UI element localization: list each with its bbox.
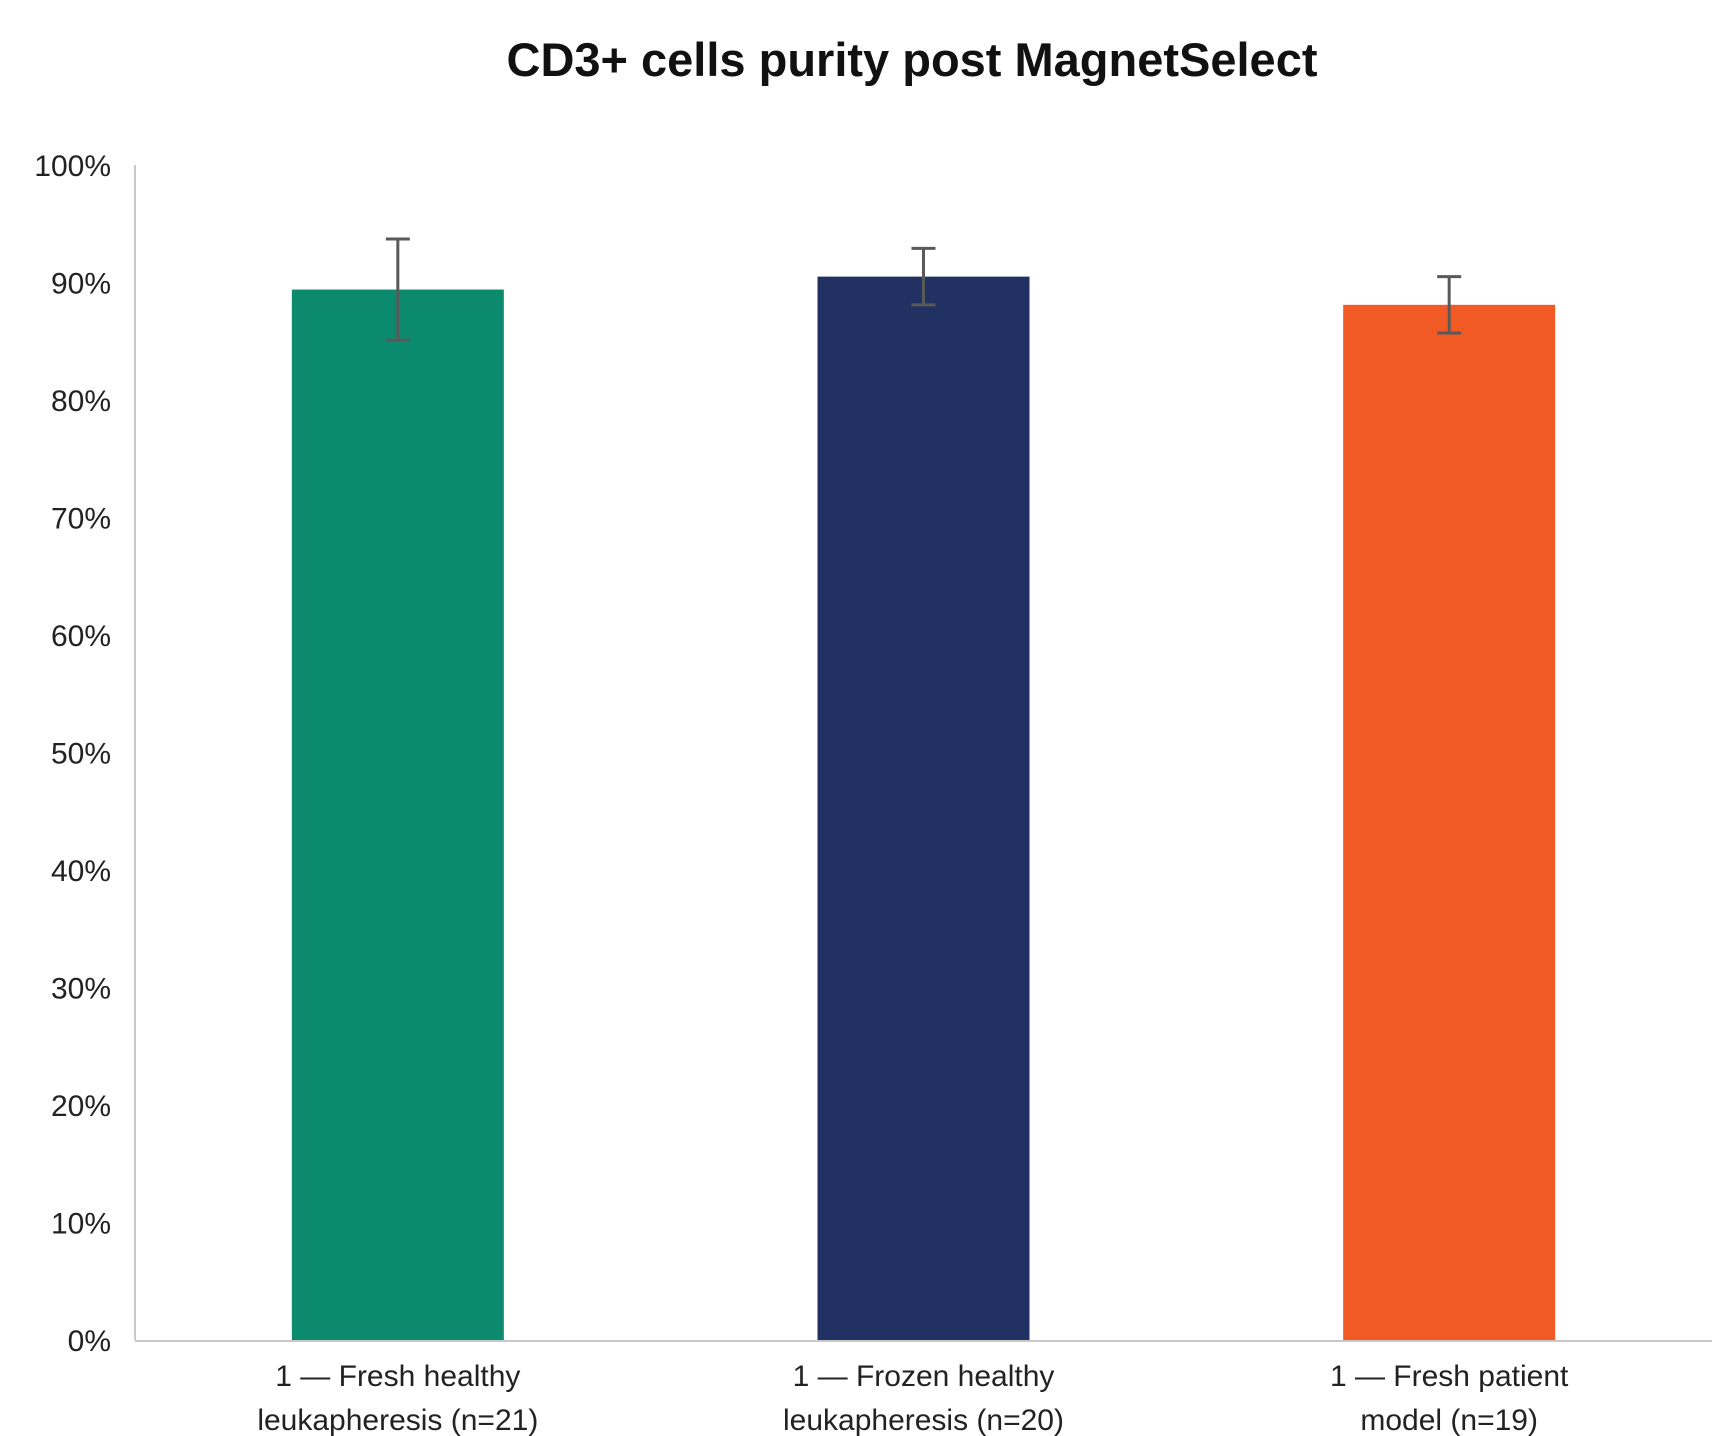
x-category-label: 1 — Fresh healthy — [275, 1360, 520, 1393]
x-category-label: leukapheresis (n=21) — [257, 1404, 538, 1436]
error-bar — [385, 237, 410, 342]
bar — [817, 276, 1030, 1340]
y-tick-label: 60% — [51, 620, 111, 653]
x-category-label: model (n=19) — [1360, 1404, 1538, 1436]
x-category-label: 1 — Fresh patient — [1330, 1360, 1569, 1393]
y-axis: 0% 10% 20% 30% 40% 50% 60% 70% 80% 90% 100% — [34, 150, 136, 1358]
bar — [291, 289, 504, 1340]
bars — [291, 276, 1556, 1341]
y-tick-label: 90% — [51, 268, 111, 301]
category-labels: 1 — Fresh healthy leukapheresis (n=21) 1 —… — [257, 1360, 1569, 1436]
x-category-label: 1 — Frozen healthy — [793, 1360, 1055, 1393]
y-tick-label: 70% — [51, 503, 111, 536]
y-tick-label: 30% — [51, 973, 111, 1006]
y-tick-label: 10% — [51, 1208, 111, 1241]
bar — [1343, 304, 1556, 1341]
x-category-label: leukapheresis (n=20) — [783, 1404, 1064, 1436]
y-tick-label: 80% — [51, 385, 111, 418]
y-tick-label: 100% — [34, 150, 111, 183]
y-tick-label: 20% — [51, 1090, 111, 1123]
error-bar — [1437, 275, 1462, 335]
error-bar — [911, 246, 936, 307]
error-bars — [385, 237, 1462, 342]
y-tick-label: 40% — [51, 855, 111, 888]
y-tick-label: 0% — [68, 1325, 111, 1358]
y-tick-label: 50% — [51, 738, 111, 771]
chart-title: CD3+ cells purity post MagnetSelect — [507, 33, 1318, 86]
